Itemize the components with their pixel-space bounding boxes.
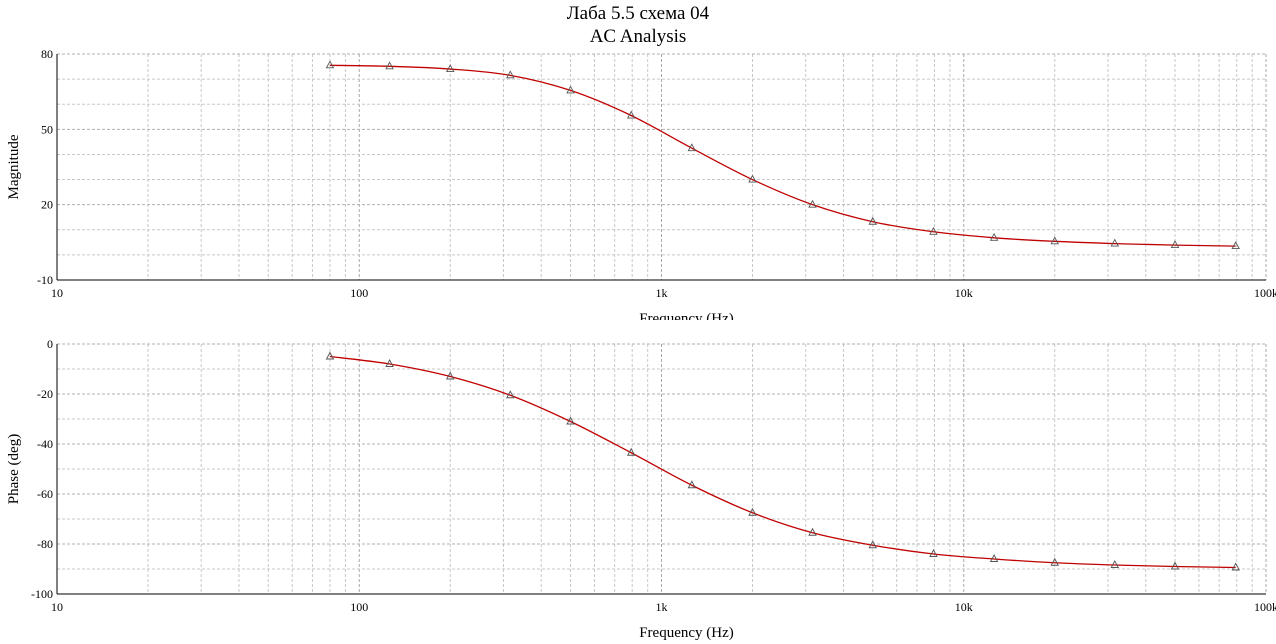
phase-data-point bbox=[1050, 557, 1059, 566]
phase-y-tick-label: -20 bbox=[37, 387, 53, 401]
phase-y-tick-label: -100 bbox=[31, 587, 53, 601]
magnitude-y-tick-label: -10 bbox=[37, 273, 53, 287]
phase-x-axis-title: Frequency (Hz) bbox=[639, 625, 734, 641]
magnitude-data-point bbox=[626, 110, 636, 119]
magnitude-data-point bbox=[1050, 236, 1059, 245]
phase-data-point bbox=[929, 549, 938, 557]
chart-title: Лаба 5.5 схема 04 bbox=[566, 3, 710, 24]
magnitude-plot: 10 100 1k 10k 100k -10 20 50 80 Frequency (Hz) Mag… bbox=[6, 47, 1276, 320]
phase-y-tick-label: -60 bbox=[37, 487, 53, 501]
magnitude-x-tick-label: 100 bbox=[350, 286, 368, 300]
phase-x-tick-label: 100 bbox=[350, 600, 368, 614]
phase-data-point bbox=[989, 554, 999, 562]
phase-data-point bbox=[325, 351, 335, 360]
phase-x-tick-label: 10k bbox=[955, 600, 973, 614]
magnitude-data-point bbox=[687, 143, 697, 152]
magnitude-y-tick-label: 80 bbox=[41, 47, 53, 61]
phase-x-tick-label: 10 bbox=[51, 600, 63, 614]
magnitude-data-point bbox=[385, 61, 394, 70]
magnitude-x-tick-label: 10k bbox=[955, 286, 973, 300]
phase-x-tick-label: 100k bbox=[1254, 600, 1276, 614]
magnitude-data-point bbox=[506, 70, 515, 79]
phase-y-tick-label: -80 bbox=[37, 537, 53, 551]
magnitude-x-axis-title: Frequency (Hz) bbox=[639, 311, 734, 320]
magnitude-data-point bbox=[989, 232, 999, 241]
phase-data-point bbox=[687, 480, 697, 489]
phase-data-point bbox=[868, 540, 878, 549]
phase-data-point bbox=[808, 527, 817, 536]
phase-series-line bbox=[329, 355, 1236, 569]
magnitude-y-tick-label: 50 bbox=[41, 122, 53, 136]
chart-subtitle: AC Analysis bbox=[589, 26, 687, 47]
magnitude-data-point bbox=[566, 85, 575, 94]
phase-data-point bbox=[1110, 560, 1120, 568]
phase-data-point bbox=[748, 507, 757, 516]
magnitude-data-point bbox=[748, 174, 757, 183]
magnitude-y-axis-title: Magnitude bbox=[6, 134, 22, 199]
phase-data-point bbox=[506, 390, 515, 399]
phase-data-point bbox=[385, 359, 394, 367]
magnitude-data-point bbox=[325, 60, 335, 69]
magnitude-data-point bbox=[1110, 238, 1120, 247]
phase-data-point bbox=[1231, 562, 1240, 571]
magnitude-data-point bbox=[1231, 241, 1240, 250]
magnitude-data-point bbox=[808, 199, 817, 208]
magnitude-data-point bbox=[868, 216, 878, 225]
phase-data-point bbox=[626, 447, 636, 456]
phase-x-tick-label: 1k bbox=[656, 600, 668, 614]
magnitude-x-tick-label: 10 bbox=[51, 286, 63, 300]
magnitude-x-tick-label: 100k bbox=[1254, 286, 1276, 300]
phase-y-tick-label: 0 bbox=[47, 337, 53, 351]
phase-data-point bbox=[566, 416, 575, 425]
magnitude-series-line bbox=[329, 64, 1236, 247]
magnitude-data-point bbox=[445, 64, 455, 73]
phase-y-axis-title: Phase (deg) bbox=[6, 434, 22, 504]
phase-y-tick-label: -40 bbox=[37, 437, 53, 451]
magnitude-y-tick-label: 20 bbox=[41, 198, 53, 212]
magnitude-data-point bbox=[1170, 240, 1180, 249]
magnitude-x-tick-label: 1k bbox=[656, 286, 668, 300]
magnitude-data-point bbox=[929, 226, 938, 235]
phase-data-point bbox=[445, 371, 455, 380]
phase-data-point bbox=[1170, 561, 1180, 570]
